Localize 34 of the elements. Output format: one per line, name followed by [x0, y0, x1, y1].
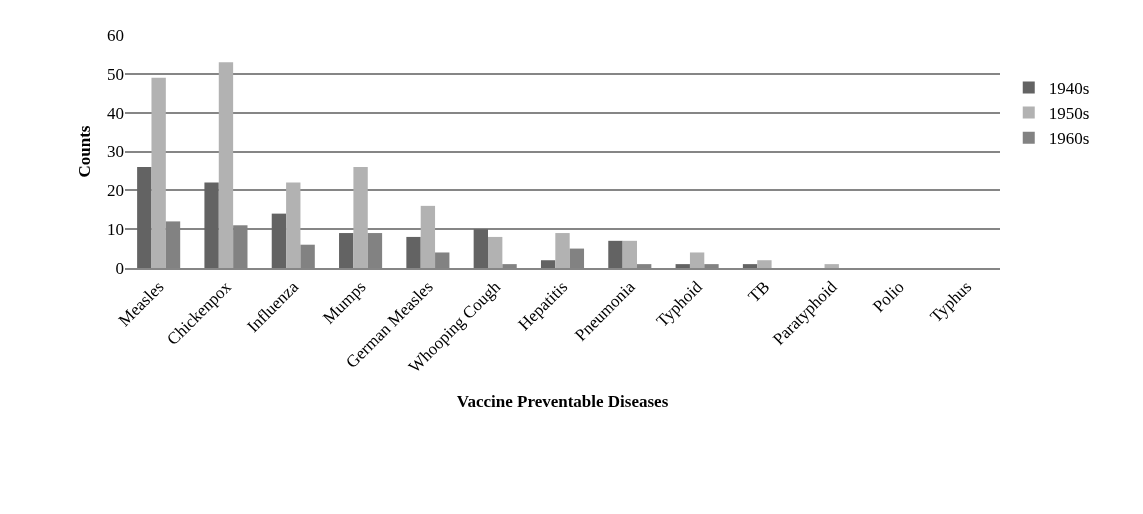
y-axis-title: Counts: [74, 125, 94, 178]
y-tick-label: 50: [107, 64, 124, 84]
x-axis-title: Vaccine Preventable Diseases: [456, 392, 669, 412]
bar: [406, 236, 421, 268]
y-tick-label: 30: [107, 142, 124, 162]
bar: [204, 182, 219, 268]
bar: [555, 233, 570, 268]
y-tick-label: 40: [107, 103, 124, 123]
y-tick-label: 10: [107, 220, 124, 240]
bar: [353, 167, 368, 268]
bar: [271, 213, 287, 268]
bar: [757, 260, 772, 268]
y-tick-label: 0: [115, 258, 124, 278]
bar: [339, 233, 354, 268]
bar: [420, 205, 436, 268]
bar: [137, 167, 152, 268]
legend-label: 1960s: [1048, 129, 1090, 149]
bar: [473, 229, 489, 268]
bar: [689, 252, 705, 268]
bar: [742, 264, 758, 268]
y-tick-label: 60: [107, 25, 124, 45]
bar: [675, 264, 690, 268]
bar: [151, 77, 166, 268]
legend-label: 1950s: [1048, 104, 1090, 124]
bar: [488, 236, 503, 268]
bar: [622, 240, 637, 268]
y-tick-label: 20: [107, 181, 124, 201]
bar: [540, 260, 556, 268]
bar: [824, 264, 839, 268]
legend-label: 1940s: [1048, 79, 1090, 99]
bar: [218, 62, 234, 268]
x-tick-label: TB: [744, 277, 774, 307]
bar: [286, 182, 301, 268]
bar: [608, 240, 623, 268]
